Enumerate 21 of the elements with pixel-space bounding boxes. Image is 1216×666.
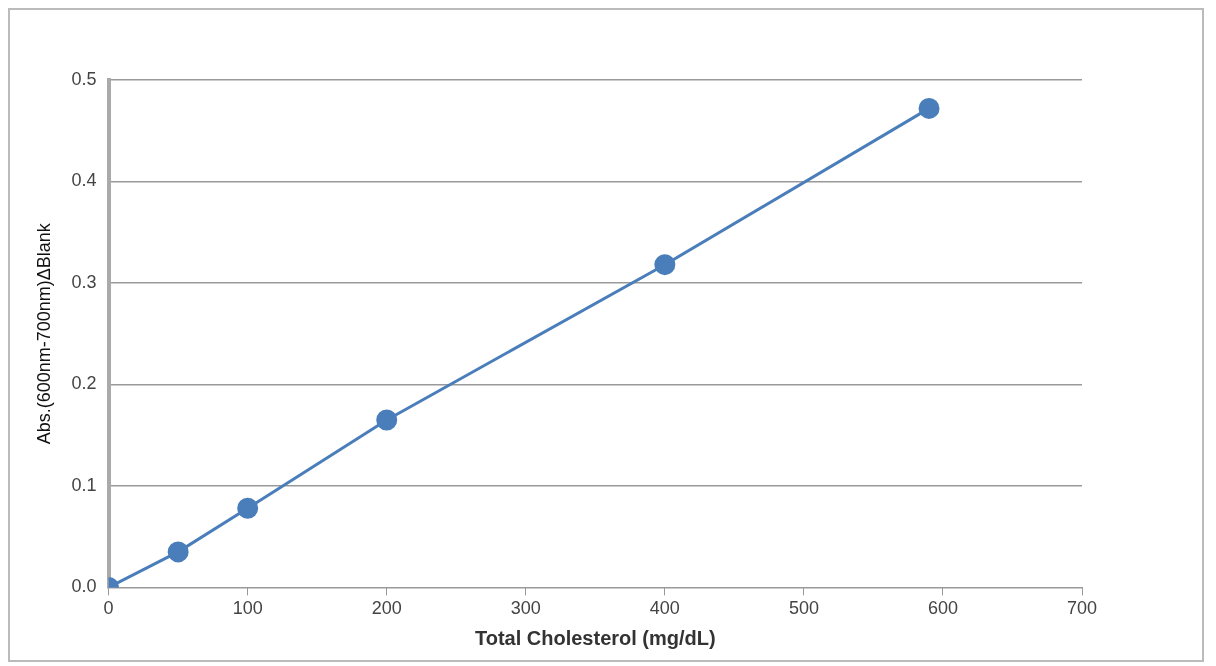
y-tick-label: 0.4 <box>71 170 97 191</box>
point <box>654 254 676 276</box>
y-tick-label: 0.2 <box>71 373 97 394</box>
y-tick-label: 0.0 <box>71 576 97 597</box>
x-tick-label: 0 <box>103 598 114 619</box>
x-tick-label: 300 <box>510 598 541 619</box>
x-tick-label: 200 <box>371 598 402 619</box>
y-tick-label: 0.1 <box>71 474 97 495</box>
y-axis-title: Abs.(600nm-700nm)ΔBlank <box>33 222 54 445</box>
x-tick-label: 100 <box>232 598 263 619</box>
x-tick-label: 500 <box>788 598 819 619</box>
x-axis-title: Total Cholesterol (mg/dL) <box>474 626 716 649</box>
y-tick-label: 0.3 <box>71 271 97 292</box>
x-tick-label: 600 <box>927 598 958 619</box>
point <box>918 97 940 119</box>
x-tick-label: 400 <box>649 598 680 619</box>
point <box>237 497 259 519</box>
y-tick-label: 0.5 <box>71 68 97 89</box>
x-tick-label: 700 <box>1066 598 1098 619</box>
point <box>167 541 189 563</box>
point <box>376 409 398 431</box>
